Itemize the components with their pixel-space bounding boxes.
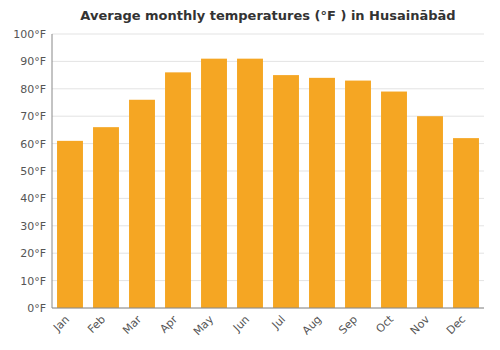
y-tick-label: 100°F <box>13 28 46 41</box>
x-tick-label: May <box>191 313 217 339</box>
y-tick-label: 80°F <box>20 83 46 96</box>
y-tick-label: 60°F <box>20 138 46 151</box>
x-tick-label: Apr <box>157 313 180 336</box>
bar <box>93 127 119 308</box>
y-tick-label: 50°F <box>20 165 46 178</box>
y-tick-label: 30°F <box>20 220 46 233</box>
bar <box>309 78 335 308</box>
x-tick-label: Feb <box>85 313 108 336</box>
bar <box>165 72 191 308</box>
grid-line <box>52 61 484 62</box>
x-tick-label: Dec <box>444 313 468 337</box>
bar <box>57 141 83 308</box>
bar <box>417 116 443 308</box>
x-tick-label: Aug <box>300 313 324 337</box>
x-tick-label: Mar <box>120 313 144 337</box>
bar <box>381 92 407 308</box>
x-tick-label: Jul <box>269 313 288 332</box>
bar <box>345 81 371 308</box>
x-tick-label: Jun <box>230 313 252 335</box>
bar <box>201 59 227 308</box>
x-tick-label: Sep <box>336 313 360 337</box>
x-axis: Jan Feb Mar Apr May Jun Jul Aug Sep Oct Nov Dec <box>50 312 468 338</box>
x-tick-label: Nov <box>408 313 433 338</box>
bar <box>237 59 263 308</box>
y-tick-label: 10°F <box>20 275 46 288</box>
chart-title: Average monthly temperatures (°F ) in Hu… <box>80 8 455 23</box>
grid-line <box>52 308 484 309</box>
y-tick-label: 90°F <box>20 55 46 68</box>
grid-line <box>52 34 484 35</box>
grid-line <box>52 88 484 89</box>
y-axis: 0°F 10°F 20°F 30°F 40°F 50°F 60°F 70°F 80°F 90°F 1… <box>13 28 46 315</box>
y-axis-line <box>52 34 53 308</box>
x-tick-label: Oct <box>373 312 396 335</box>
bar <box>273 75 299 308</box>
bars <box>57 59 479 308</box>
chart-container: Average monthly temperatures (°F ) in Hu… <box>0 0 500 350</box>
y-tick-label: 70°F <box>20 110 46 123</box>
y-tick-label: 0°F <box>27 302 46 315</box>
bar <box>453 138 479 308</box>
chart-svg: Average monthly temperatures (°F ) in Hu… <box>0 0 500 350</box>
grid <box>52 34 484 308</box>
y-tick-label: 40°F <box>20 192 46 205</box>
x-tick-label: Jan <box>50 313 72 335</box>
bar <box>129 100 155 308</box>
x-axis-line <box>52 308 484 309</box>
y-tick-label: 20°F <box>20 247 46 260</box>
